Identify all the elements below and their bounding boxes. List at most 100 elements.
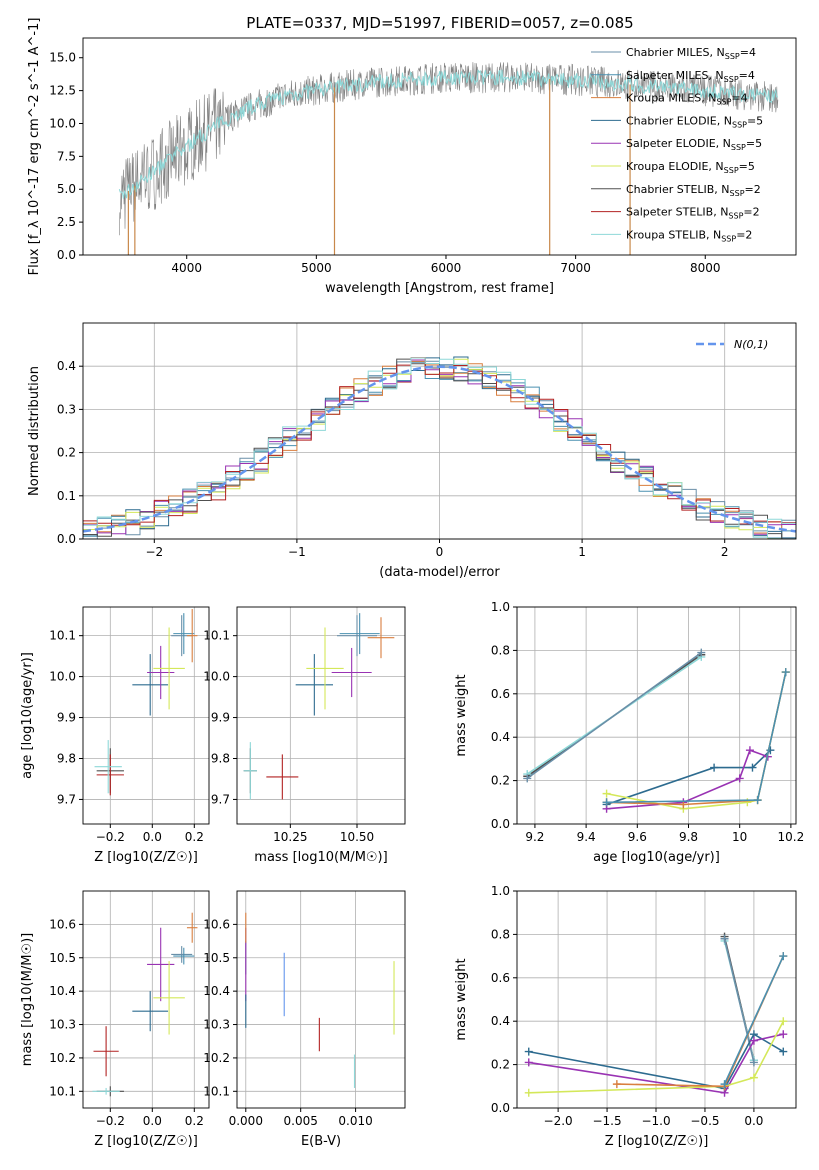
y-tick-label: 0.0 — [57, 532, 76, 546]
series-marker — [779, 952, 788, 961]
axes-frame — [82, 606, 210, 825]
y-tick-label: 10.0 — [203, 670, 230, 684]
axes-frame — [516, 890, 797, 1109]
normal-curve — [83, 365, 796, 533]
series-line — [606, 671, 787, 806]
legend-label: Chabrier STELIB, NSSP=2 — [626, 183, 761, 198]
y-axis-label: mass weight — [454, 674, 469, 756]
y-tick-label: 0.6 — [491, 687, 510, 701]
series-marker — [602, 798, 611, 807]
y-tick-label: 10.0 — [49, 670, 76, 684]
axes-frame — [82, 37, 797, 256]
x-tick-label: 8000 — [690, 261, 721, 275]
plot-area — [92, 912, 198, 1097]
series-line — [606, 749, 771, 806]
panel-mass_vs_ebv: 0.000 0.005 0.010 10.1 10.2 10.3 10.4 10.5 10.6 E… — [203, 890, 406, 1149]
series-marker — [710, 763, 719, 772]
panel-massweight_vs_Z: −2.0 −1.5 −1.0 −0.5 0.0 0.0 0.2 0.4 0.6 0.8 1.0 Z [… — [454, 884, 797, 1149]
x-tick-label: 6000 — [431, 261, 462, 275]
series-marker — [749, 1058, 758, 1067]
x-tick-label: 2 — [721, 545, 729, 559]
y-tick-label: 10.5 — [49, 951, 76, 965]
y-tick-label: 0.2 — [57, 446, 76, 460]
x-tick-label: −0.2 — [96, 830, 125, 844]
y-axis-label: mass weight — [454, 958, 469, 1040]
y-tick-label: 7.5 — [57, 149, 76, 163]
x-axis-label: age [log10(age/yr)] — [593, 850, 720, 865]
y-tick-label: 9.9 — [57, 711, 76, 725]
y-tick-label: 0.0 — [57, 248, 76, 262]
x-tick-label: 0.2 — [185, 830, 204, 844]
y-tick-label: 10.1 — [203, 1084, 230, 1098]
series-line — [528, 1020, 785, 1094]
x-tick-label: 7000 — [560, 261, 591, 275]
legend-label: Kroupa MILES, NSSP=4 — [626, 92, 748, 107]
x-tick-label: 9.2 — [525, 830, 544, 844]
x-axis-label: (data-model)/error — [379, 565, 500, 580]
plot-area — [83, 356, 796, 539]
x-tick-label: −0.2 — [96, 1114, 125, 1128]
series-marker — [523, 774, 532, 783]
x-tick-label: 0 — [436, 545, 444, 559]
x-tick-label: 5000 — [301, 261, 332, 275]
y-tick-label: 15.0 — [49, 51, 76, 65]
x-tick-label: −0.5 — [690, 1114, 719, 1128]
series-marker — [524, 1088, 533, 1097]
plot-area — [243, 613, 395, 800]
legend-label: Kroupa ELODIE, NSSP=5 — [626, 160, 755, 175]
series-marker — [748, 763, 757, 772]
series-line — [606, 671, 787, 810]
series-line — [528, 1033, 784, 1094]
axes-frame — [82, 322, 797, 540]
series-marker — [749, 1036, 758, 1045]
y-tick-label: 0.1 — [57, 489, 76, 503]
panel-age_vs_mass: 10.25 10.50 9.7 9.8 9.9 10.0 10.1 mass [log10(M… — [203, 606, 406, 865]
y-tick-label: 9.7 — [211, 792, 230, 806]
y-tick-label: 10.3 — [203, 1018, 230, 1032]
x-axis-label: wavelength [Angstrom, rest frame] — [325, 281, 554, 296]
plot-area — [118, 62, 779, 255]
y-tick-label: 10.6 — [49, 917, 76, 931]
x-tick-label: 9.8 — [679, 830, 698, 844]
x-tick-label: 10 — [732, 830, 747, 844]
x-tick-label: −2 — [145, 545, 163, 559]
y-tick-label: 10.3 — [49, 1018, 76, 1032]
x-tick-label: 9.4 — [577, 830, 596, 844]
x-tick-label: 10.2 — [778, 830, 805, 844]
x-axis-label: Z [log10(Z/Z☉)] — [94, 850, 198, 865]
figure-title: PLATE=0337, MJD=51997, FIBERID=0057, z=0… — [246, 14, 633, 32]
y-tick-label: 0.8 — [491, 927, 510, 941]
series-marker — [745, 746, 754, 755]
model-spectrum-line — [118, 69, 778, 199]
series-marker — [779, 1047, 788, 1056]
series-marker — [524, 1047, 533, 1056]
panel-mass_vs_Z: −0.2 0.0 0.2 10.1 10.2 10.3 10.4 10.5 10.6 Z [log… — [20, 890, 210, 1149]
y-tick-label: 10.5 — [203, 951, 230, 965]
y-axis-label: Normed distribution — [27, 366, 42, 496]
series-marker — [779, 1030, 788, 1039]
y-tick-label: 10.2 — [49, 1051, 76, 1065]
y-axis-label: Flux [f_λ 10^-17 erg cm^-2 s^-1 A^-1] — [27, 18, 42, 276]
x-axis-label: E(B-V) — [301, 1134, 341, 1149]
y-axis-label: mass [log10(M/M☉)] — [20, 933, 35, 1066]
x-tick-label: 9.6 — [628, 830, 647, 844]
y-tick-label: 1.0 — [491, 884, 510, 898]
y-tick-label: 10.6 — [203, 917, 230, 931]
plot-area — [94, 609, 198, 796]
series-marker — [749, 1073, 758, 1082]
x-tick-label: −1.0 — [641, 1114, 670, 1128]
y-tick-label: 9.8 — [211, 751, 230, 765]
y-tick-label: 5.0 — [57, 182, 76, 196]
axes-frame — [236, 606, 406, 825]
x-tick-label: 1 — [578, 545, 586, 559]
panel-spectrum: 4000 5000 6000 7000 8000 0.0 2.5 5.0 7.5 10.0 12.5… — [27, 18, 797, 296]
series-marker — [735, 774, 744, 783]
x-axis-label: mass [log10(M/M☉)] — [254, 850, 387, 865]
series-marker — [697, 648, 706, 657]
x-tick-label: −1.5 — [592, 1114, 621, 1128]
y-tick-label: 9.8 — [57, 751, 76, 765]
x-tick-label: 0.005 — [284, 1114, 318, 1128]
data-spectrum-line — [119, 62, 779, 236]
x-axis-label: Z [log10(Z/Z☉)] — [605, 1134, 709, 1149]
